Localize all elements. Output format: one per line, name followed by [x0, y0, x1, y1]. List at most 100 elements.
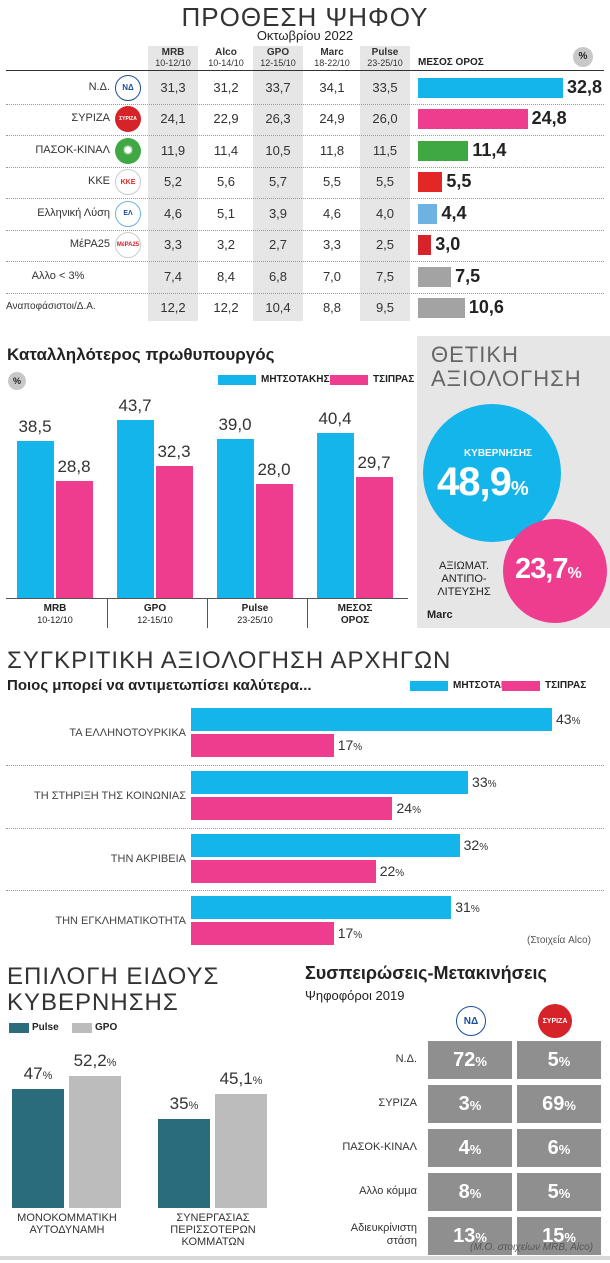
bottom-rule — [0, 1256, 610, 1260]
swing-cell-syriza: 15% — [517, 1217, 601, 1255]
swing-row-label-2: στάση — [386, 1235, 417, 1247]
syriza-logo-icon: ΣΥΡΙΖΑ — [538, 1004, 572, 1038]
poll-value: 31,2 — [213, 79, 239, 95]
party-logo-icon: ΣΥΡΙΖΑ — [115, 106, 141, 133]
gov-category-label: ΚΟΜΜΑΤΩΝ — [181, 1236, 245, 1248]
poll-value: 5,1 — [216, 205, 236, 221]
poll-value: 4,6 — [322, 205, 342, 221]
row-divider — [6, 135, 604, 136]
gov-rating-label: ΚΥΒΕΡΝΗΣΗΣ — [463, 448, 533, 459]
gov-legend-gpo: GPO — [95, 1022, 118, 1033]
gov-legend-swatch-gpo — [72, 1023, 92, 1033]
poll-value: 9,5 — [375, 300, 395, 316]
compare-legend-mitsotakis: ΜΗΤΣΟΤΑΚΗΣ — [453, 680, 522, 691]
pm-bar-mitsotakis — [217, 439, 254, 598]
poll-value: 12,2 — [160, 300, 186, 316]
poll-value: 7,0 — [322, 268, 342, 284]
poll-value: 31,3 — [160, 79, 186, 95]
gov-bar-pulse — [12, 1089, 64, 1208]
poll-value: 24,1 — [160, 111, 186, 127]
pm-value-mitsotakis: 40,4 — [318, 409, 352, 429]
poll-value: 24,9 — [319, 111, 345, 127]
gov-category-label: ΠΕΡΙΣΣΟΤΕΡΩΝ — [170, 1224, 256, 1236]
pm-legend-mitsotakis: ΜΗΤΣΟΤΑΚΗΣ — [261, 374, 330, 385]
party-logo-icon: ΜέΡΑ25 — [115, 232, 141, 259]
pm-bar-tsipras — [356, 477, 393, 598]
swing-cell-nd: 8% — [428, 1173, 512, 1211]
party-label: Αναποφάσιστοι/Δ.Α. — [6, 301, 96, 313]
party-label: ΣΥΡΙΖΑ — [71, 112, 110, 125]
gov-value-pulse: 47% — [23, 1064, 53, 1084]
compare-category-label: ΤΗΝ ΑΚΡΙΒΕΙΑ — [110, 853, 186, 865]
poll-value: 5,5 — [322, 174, 342, 190]
pm-bar-mitsotakis — [17, 441, 54, 598]
column-bg-pulse — [360, 46, 410, 321]
row-divider — [6, 198, 604, 199]
col-header-dates: 23-25/10 — [367, 58, 403, 68]
gov-category-label: ΣΥΝΕΡΓΑΣΙΑΣ — [176, 1212, 250, 1224]
avg-value: 4,4 — [441, 202, 467, 223]
pm-group-divider — [207, 598, 208, 628]
col-header-name: Marc — [320, 47, 344, 58]
row-divider — [6, 229, 604, 231]
rating-panel: ΘΕΤΙΚΗ ΑΞΙΟΛΟΓΗΣΗ ΚΥΒΕΡΝΗΣΗΣ 48,9% ΑΞΙΩΜ… — [417, 336, 610, 628]
header-line — [6, 70, 604, 71]
rating-title-2: ΑΞΙΟΛΟΓΗΣΗ — [431, 366, 582, 391]
col-header-dates: 12-15/10 — [260, 58, 296, 68]
poll-value: 8,8 — [322, 300, 342, 316]
row-divider — [6, 103, 604, 105]
gov-type-title-2: ΚΥΒΕΡΝΗΣΗΣ — [7, 989, 179, 1016]
pm-category-sublabel: 10-12/10 — [37, 615, 73, 625]
poll-value: 11,5 — [372, 142, 398, 158]
compare-value-tsipras: 17% — [337, 737, 363, 753]
poll-value: 6,8 — [268, 268, 288, 284]
party-label: ΠΑΣΟΚ-ΚΙΝΑΛ — [35, 143, 110, 156]
pm-value-tsipras: 28,0 — [257, 459, 291, 479]
compare-category-label: ΤΗ ΣΤΗΡΙΞΗ ΤΗΣ ΚΟΙΝΩΝΙΑΣ — [34, 790, 186, 802]
opp-rating-label-3: ΛΙΤΕΥΣΗΣ — [437, 586, 491, 598]
poll-value: 10,4 — [265, 300, 291, 316]
poll-value: 3,3 — [163, 237, 183, 253]
gov-value-gpo: 45,1% — [219, 1068, 263, 1088]
nd-logo-icon: ΝΔ — [456, 1006, 486, 1036]
compare-value-mitsotakis: 32% — [463, 837, 489, 853]
compare-bar-tsipras — [191, 734, 334, 757]
pm-category-label: GPO — [143, 603, 167, 614]
poll-value: 8,4 — [216, 268, 236, 284]
col-header-dates: 18-22/10 — [314, 58, 350, 68]
compare-category-label: ΤΑ ΕΛΛΗΝΟΤΟΥΡΚΙΚΑ — [69, 727, 186, 739]
avg-bar — [418, 235, 432, 256]
compare-subtitle: Ποιος μπορεί να αντιμετωπίσει καλύτερα..… — [7, 677, 312, 694]
gov-rating-value: 48,9% — [437, 460, 529, 504]
avg-value: 5,5 — [446, 171, 472, 192]
pm-legend-swatch-tsipras — [330, 375, 368, 385]
avg-value: 3,0 — [435, 234, 461, 255]
opp-rating-label-1: ΑΞΙΩΜΑΤ. — [438, 560, 489, 572]
row-divider — [6, 166, 604, 168]
pm-title: Καταλληλότερος πρωθυπουργός — [7, 345, 275, 364]
rating-title-1: ΘΕΤΙΚΗ — [431, 342, 519, 367]
pm-category-sublabel: 12-15/10 — [137, 615, 173, 625]
swing-cell-syriza: 5% — [517, 1173, 601, 1211]
party-logo-icon: ✹ — [115, 137, 141, 164]
pm-value-tsipras: 32,3 — [157, 442, 191, 462]
gov-value-gpo: 52,2% — [73, 1051, 117, 1070]
swing-cell-syriza: 69% — [517, 1085, 601, 1123]
poll-value: 12,2 — [213, 300, 239, 316]
compare-legend-swatch-tsipras — [502, 681, 540, 691]
pm-bar-mitsotakis — [117, 420, 154, 598]
avg-bar — [418, 203, 438, 224]
poll-value: 11,4 — [213, 142, 239, 158]
poll-value: 7,4 — [163, 268, 183, 284]
avg-bar — [418, 140, 469, 161]
pct-badge: % — [573, 47, 593, 67]
poll-value: 26,3 — [265, 111, 291, 127]
swing-row-label: Αδιευκρίνιστη — [350, 1222, 417, 1234]
compare-category-label: ΤΗΝ ΕΓΚΛΗΜΑΤΙΚΟΤΗΤΑ — [55, 915, 186, 927]
col-header-dates: 10-14/10 — [208, 58, 244, 68]
swing-row-label: ΣΥΡΙΖΑ — [378, 1097, 417, 1109]
poll-value: 4,0 — [375, 205, 395, 221]
compare-legend-swatch-mitsotakis — [410, 681, 448, 691]
poll-value: 2,7 — [268, 237, 288, 253]
swing-subtitle: Ψηφοφόροι 2019 — [305, 988, 405, 1003]
